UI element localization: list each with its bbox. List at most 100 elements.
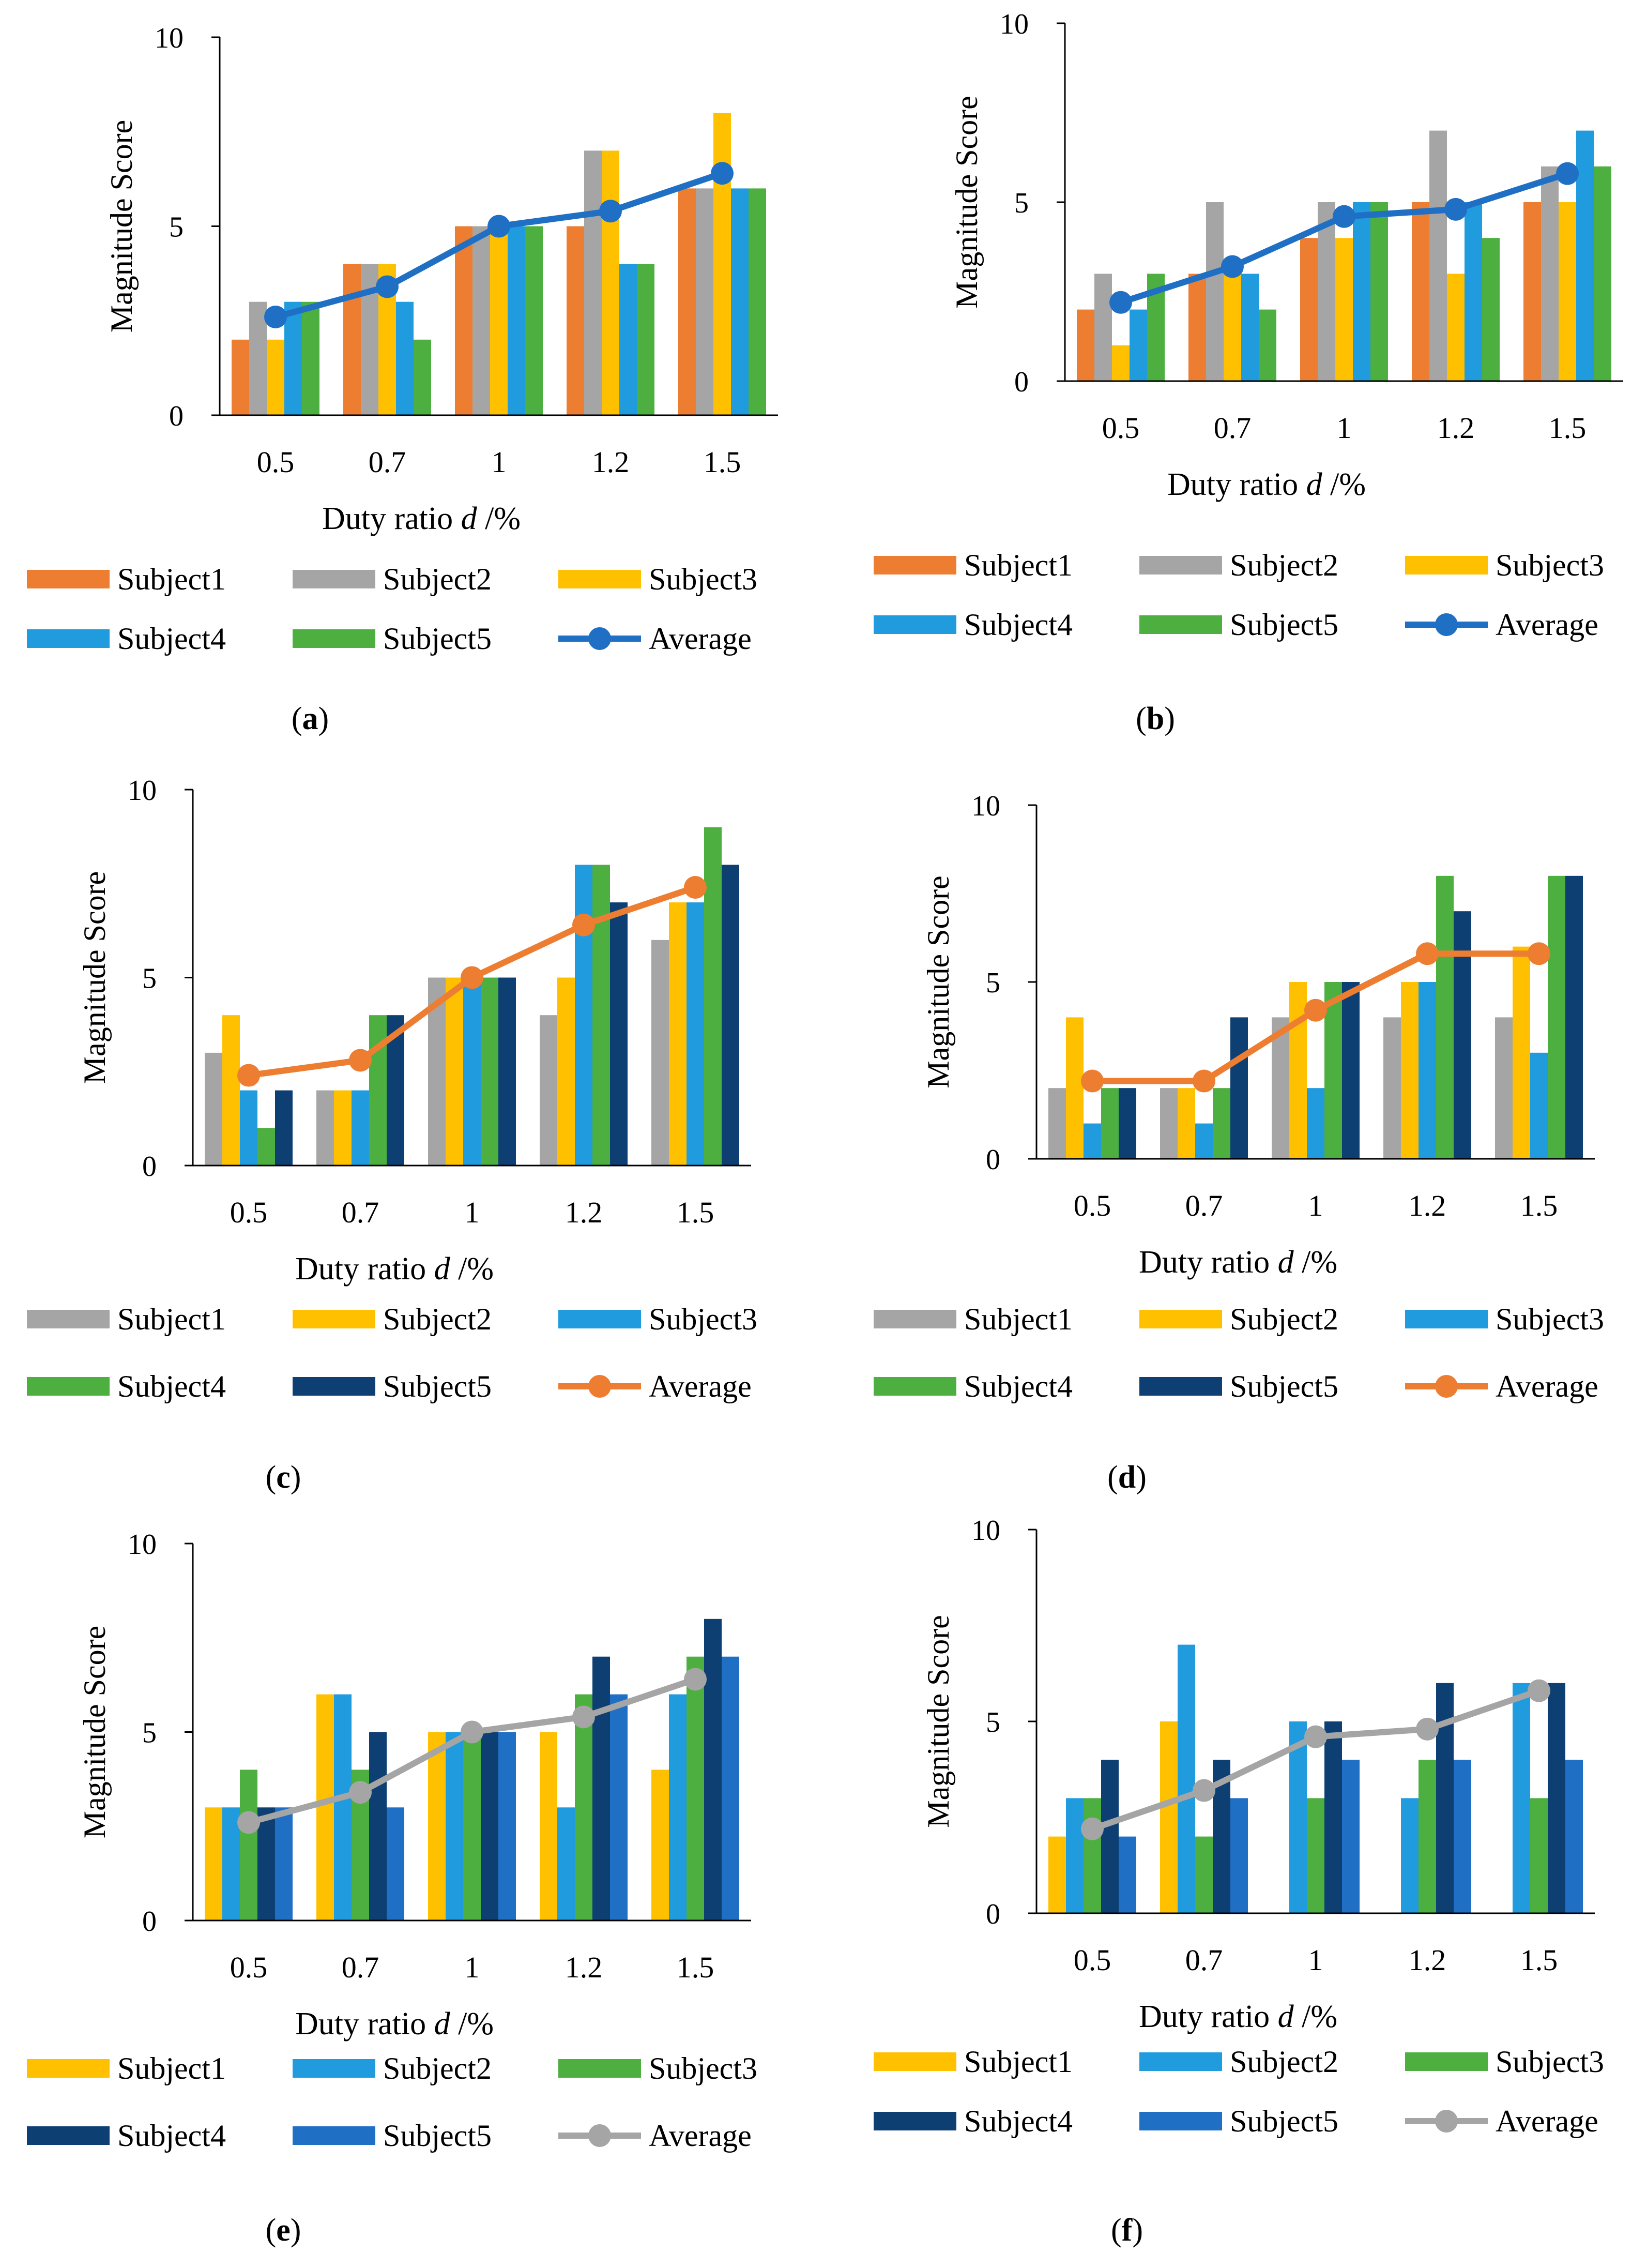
bar bbox=[1412, 202, 1429, 381]
legend-swatch bbox=[1405, 1310, 1488, 1328]
bar bbox=[222, 1807, 240, 1921]
legend-label: Subject3 bbox=[1496, 2045, 1604, 2079]
chart-panel-a: 0 5 10 Magnitude Score 0.5 0.7 1 1.2 1.5 Duty rat… bbox=[27, 22, 778, 736]
x-axis-label-variable: d bbox=[1278, 1245, 1294, 1280]
x-axis-label-unit: /% bbox=[1294, 1245, 1337, 1280]
bar bbox=[602, 150, 619, 415]
x-axis-label: Duty ratio d /% bbox=[295, 2006, 494, 2042]
legend-swatch bbox=[293, 1377, 375, 1396]
x-tick-label: 1.2 bbox=[1437, 411, 1475, 445]
bar bbox=[1436, 875, 1454, 1159]
bar bbox=[1230, 1798, 1248, 1913]
bar bbox=[651, 1770, 669, 1921]
bar bbox=[1119, 1836, 1136, 1913]
bar bbox=[446, 1732, 463, 1921]
bar bbox=[481, 977, 498, 1166]
bar bbox=[1454, 1760, 1471, 1913]
bar bbox=[1048, 1088, 1066, 1159]
x-tick-label: 1.5 bbox=[704, 445, 741, 479]
bar bbox=[240, 1770, 257, 1921]
bar bbox=[302, 301, 319, 415]
bar bbox=[1066, 1017, 1084, 1159]
bar bbox=[1084, 1798, 1101, 1913]
bar bbox=[334, 1694, 352, 1921]
bar bbox=[1465, 202, 1482, 381]
x-axis-label-variable: d bbox=[434, 1251, 451, 1287]
bar bbox=[1482, 238, 1500, 381]
average-marker bbox=[1416, 942, 1439, 965]
y-tick-label: 10 bbox=[971, 790, 1000, 822]
legend-swatch bbox=[1139, 615, 1222, 634]
x-tick-label: 1 bbox=[1337, 411, 1352, 445]
panel-label: (c) bbox=[266, 1460, 301, 1495]
x-tick-label: 0.5 bbox=[1074, 1943, 1111, 1977]
x-axis-label-variable: d bbox=[1278, 1999, 1294, 2034]
bar bbox=[619, 264, 637, 415]
average-marker bbox=[1193, 1779, 1215, 1802]
legend-label: Subject2 bbox=[383, 562, 492, 596]
legend-swatch bbox=[27, 1377, 110, 1396]
legend-swatch bbox=[293, 2059, 375, 2078]
legend-marker bbox=[1435, 613, 1458, 636]
legend-swatch bbox=[293, 570, 375, 588]
legend-swatch bbox=[874, 556, 956, 574]
bar bbox=[1513, 946, 1530, 1159]
y-tick-label: 5 bbox=[142, 1717, 157, 1749]
y-tick-label: 5 bbox=[986, 1706, 1000, 1738]
average-marker bbox=[1081, 1069, 1104, 1093]
bar bbox=[1513, 1683, 1530, 1913]
legend-swatch bbox=[293, 2126, 375, 2145]
bar bbox=[584, 150, 602, 415]
bar bbox=[687, 1656, 704, 1921]
panel-label: (b) bbox=[1136, 701, 1175, 736]
y-tick-label: 5 bbox=[142, 963, 157, 995]
bar bbox=[1370, 202, 1388, 381]
legend-swatch bbox=[27, 2059, 110, 2078]
bar bbox=[1178, 1088, 1195, 1159]
bar bbox=[557, 1807, 575, 1921]
chart-panel-e: 0 5 10 Magnitude Score 0.5 0.7 1 1.2 1.5 Duty rat… bbox=[27, 1529, 757, 2248]
bar bbox=[1342, 982, 1360, 1159]
bar bbox=[1523, 202, 1541, 381]
legend-marker bbox=[588, 2124, 611, 2147]
legend-swatch bbox=[1139, 556, 1222, 574]
chart-panel-c: 0 5 10 Magnitude Score 0.5 0.7 1 1.2 1.5 Duty rat… bbox=[27, 775, 757, 1495]
x-axis-label-text: Duty ratio bbox=[1139, 1245, 1278, 1280]
bar bbox=[232, 339, 249, 415]
y-tick-label: 0 bbox=[986, 1898, 1000, 1930]
bar bbox=[1495, 1017, 1513, 1159]
bar bbox=[592, 1656, 610, 1921]
legend-label: Subject4 bbox=[117, 2119, 226, 2153]
bar bbox=[567, 226, 584, 415]
bar bbox=[1383, 1017, 1401, 1159]
bar bbox=[1324, 982, 1342, 1159]
legend-marker bbox=[588, 1375, 611, 1398]
bar bbox=[1530, 1052, 1548, 1159]
bar bbox=[352, 1090, 369, 1166]
x-tick-label: 1 bbox=[465, 1951, 480, 1984]
bar bbox=[722, 1656, 739, 1921]
y-tick-label: 10 bbox=[155, 22, 184, 54]
legend-label: Subject1 bbox=[964, 548, 1073, 582]
x-axis-label-variable: d bbox=[461, 501, 478, 536]
legend-label: Subject3 bbox=[649, 562, 757, 596]
y-axis-label: Magnitude Score bbox=[950, 96, 984, 309]
bar bbox=[1272, 1017, 1289, 1159]
bar bbox=[1230, 1017, 1248, 1159]
x-tick-label: 0.7 bbox=[1185, 1943, 1223, 1977]
legend-label: Average bbox=[1496, 2104, 1598, 2138]
x-tick-label: 1 bbox=[465, 1196, 480, 1229]
chart-panel-f: 0 5 10 Magnitude Score 0.5 0.7 1 1.2 1.5 Duty rat… bbox=[874, 1515, 1604, 2248]
bar bbox=[592, 865, 610, 1166]
bar bbox=[414, 339, 431, 415]
average-marker bbox=[711, 162, 734, 185]
bar bbox=[1188, 274, 1206, 381]
bar bbox=[1436, 1683, 1454, 1913]
bar bbox=[669, 1694, 687, 1921]
x-axis-label: Duty ratio d /% bbox=[1139, 1999, 1337, 2034]
bar bbox=[1324, 1721, 1342, 1913]
legend-swatch bbox=[874, 2112, 956, 2130]
bar bbox=[1195, 1123, 1213, 1159]
legend-label: Subject5 bbox=[383, 2119, 492, 2153]
x-tick-label: 1 bbox=[1308, 1943, 1323, 1977]
